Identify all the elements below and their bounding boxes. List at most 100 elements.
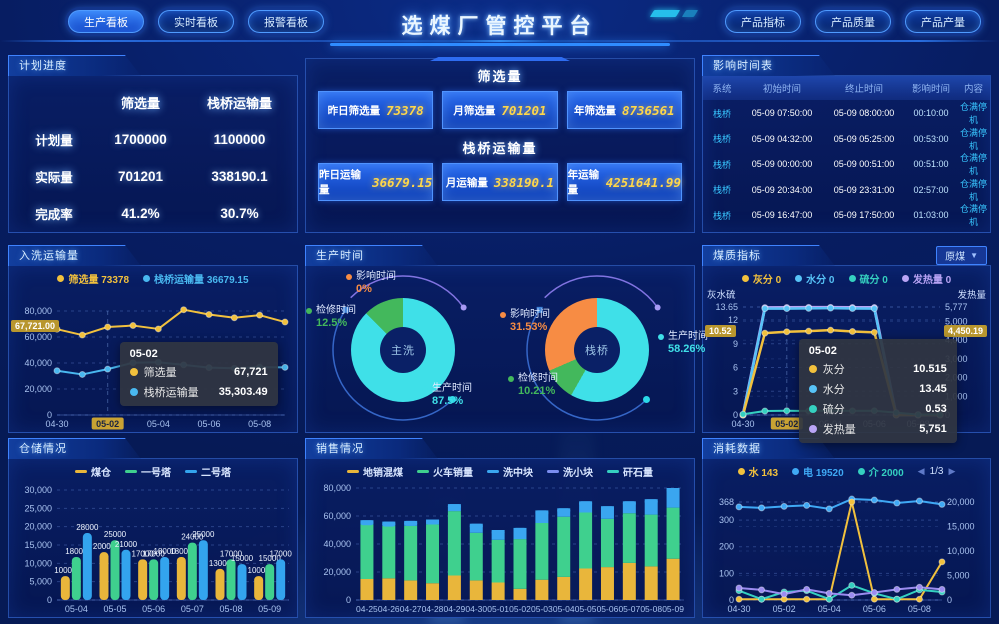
svg-text:5,000: 5,000 (947, 571, 970, 581)
svg-text:10,000: 10,000 (24, 558, 52, 568)
chart-tooltip: 05-02 灰分 10.515 水分 13.45 硫分 0.53 发热量 5,751 (798, 339, 957, 444)
stat-year-screening: 年筛选量 8736561 (566, 91, 682, 129)
svg-text:30,000: 30,000 (24, 485, 52, 495)
sales-stacked-chart[interactable]: 0 20,000 40,000 60,000 80,000 04-25 04-26 04-27… (308, 480, 692, 616)
donut-label-impact: 影响时间 31.53% (500, 308, 550, 334)
svg-text:05-06: 05-06 (863, 604, 886, 614)
panel-title: 销售情况 (316, 443, 364, 455)
storage-bar-chart[interactable]: 0 5,000 10,000 15,000 20,000 25,000 30,000 05-0… (11, 480, 295, 616)
axis-pointer-label: 4,450.19 (943, 324, 987, 337)
legend-marker-icon (547, 469, 559, 473)
nav-button-product-quality[interactable]: 产品质量 (815, 10, 891, 33)
table-row: 栈桥 05-09 00:00:00 05-09 00:51:00 00:51:00 仓满… (712, 153, 987, 176)
table-row: 栈桥 05-09 04:32:00 05-09 05:25:00 00:53:00 仓满… (712, 127, 987, 151)
legend-item[interactable]: 硫分 0 (848, 271, 888, 286)
stat-month-screening: 月筛选量 701201 (442, 91, 558, 129)
legend-item[interactable]: 电 19520 (792, 464, 844, 479)
stat-month-transport: 月运输量 338190.1 (442, 163, 558, 201)
svg-text:6: 6 (733, 363, 738, 373)
svg-text:5,777: 5,777 (945, 302, 968, 312)
legend-dot-icon (658, 333, 664, 340)
legend-item[interactable]: 一号塔 (125, 464, 171, 479)
svg-text:05-06: 05-06 (197, 419, 220, 429)
stat-row: 昨日筛选量 73378 月筛选量 701201 年筛选量 8736561 (318, 91, 682, 129)
panel-kpi-stats: 筛选量 昨日筛选量 73378 月筛选量 701201 年筛选量 8736561… (305, 57, 695, 233)
legend-item[interactable]: 水 143 (737, 464, 778, 479)
legend-marker-icon (185, 469, 197, 473)
donut-decor-arcs (526, 275, 661, 421)
nav-button-product-output[interactable]: 产品产量 (905, 10, 981, 33)
panel-title: 生产时间 (316, 250, 364, 262)
svg-text:0: 0 (47, 410, 52, 420)
panel-body: 煤仓 一号塔 二号塔 0 5,000 10,000 15,000 20,000 25,000 3… (8, 458, 298, 618)
legend-item[interactable]: 洗中块 (487, 464, 533, 479)
svg-text:04-28: 04-28 (422, 604, 444, 614)
legend-item[interactable]: 筛选量 73378 (57, 271, 129, 286)
panel-body: 水 143 电 19520 介 2000 ◀ 1/3 ▶ 0 100 200 300 368 0 5,… (702, 458, 991, 618)
donut-main-wash[interactable]: 主洗 影响时间 0% 检修时间 12.5% 生产时间 87.5% (306, 266, 500, 434)
header: 选煤厂管控平台 生产看板 实时看板 报警看板 产品指标 产品质量 产品产量 (0, 0, 999, 48)
impact-table-header: 系统 初始时间 终止时间 影响时间 内容 (703, 76, 990, 100)
svg-text:0: 0 (729, 595, 734, 605)
panel-body: 筛选量 栈桥运输量 计划量 1700000 1100000 实际量 701201… (8, 75, 298, 233)
svg-text:05-05: 05-05 (103, 604, 126, 614)
nav-button-realtime-board[interactable]: 实时看板 (158, 10, 234, 33)
panel-tab: 入洗运输量 (8, 245, 141, 266)
svg-text:60,000: 60,000 (24, 332, 52, 342)
legend-item[interactable]: 二号塔 (185, 464, 231, 479)
coal-type-dropdown[interactable]: 原煤 ▼ (936, 246, 987, 265)
nav-button-production-board[interactable]: 生产看板 (68, 10, 144, 33)
legend-prev-button[interactable]: ◀ (917, 465, 925, 476)
svg-text:100: 100 (719, 568, 734, 578)
legend-item[interactable]: 发热量 0 (901, 271, 951, 286)
legend-item[interactable]: 洗小块 (547, 464, 593, 479)
legend-item[interactable]: 灰分 0 (741, 271, 781, 286)
legend-marker-icon (607, 469, 619, 473)
legend-item[interactable]: 水分 0 (795, 271, 835, 286)
legend-item[interactable]: 栈桥运输量 36679.15 (143, 271, 249, 286)
svg-text:28000: 28000 (76, 523, 99, 532)
svg-text:9: 9 (733, 339, 738, 349)
nav-button-product-index[interactable]: 产品指标 (725, 10, 801, 33)
svg-text:05-07: 05-07 (618, 604, 640, 614)
panel-title: 计划进度 (19, 60, 67, 72)
legend-item[interactable]: 介 2000 (857, 464, 904, 479)
donut-trestle[interactable]: 栈桥 影响时间 31.53% 检修时间 10.21% 生产时间 58.26% (500, 266, 708, 434)
svg-text:0: 0 (47, 595, 52, 605)
nav-button-alarm-board[interactable]: 报警看板 (248, 10, 324, 33)
panel-plan-progress: 计划进度 筛选量 栈桥运输量 计划量 1700000 1100000 实际量 7… (8, 55, 298, 233)
svg-text:5,000: 5,000 (945, 317, 968, 327)
table-row: 实际量 701201 338190.1 (35, 169, 268, 185)
svg-text:25000: 25000 (192, 530, 215, 539)
donut-label-maintenance: 检修时间 12.5% (306, 304, 356, 330)
svg-text:17000: 17000 (220, 549, 243, 558)
wash-transport-chart[interactable]: 0 20,000 40,000 60,000 80,000 04-30 05-02 05-04… (11, 287, 295, 431)
panel-title: 消耗数据 (713, 443, 761, 455)
svg-text:15,000: 15,000 (24, 540, 52, 550)
legend-item[interactable]: 火车销量 (417, 464, 473, 479)
legend-next-button[interactable]: ▶ (948, 465, 956, 476)
svg-text:05-03: 05-03 (531, 604, 553, 614)
panel-tab: 销售情况 (305, 438, 438, 459)
legend-item[interactable]: 地销混煤 (347, 464, 403, 479)
svg-text:0: 0 (947, 595, 952, 605)
consumption-line-chart[interactable]: 0 100 200 300 368 0 5,000 10,000 15,000 20,000 04-… (705, 480, 988, 616)
stat-yesterday-transport: 昨日运输量 36679.15 (318, 163, 434, 201)
panel-body: 筛选量 昨日筛选量 73378 月筛选量 701201 年筛选量 8736561… (305, 57, 695, 233)
svg-text:17000: 17000 (143, 549, 166, 558)
coal-quality-chart[interactable]: 03691213.6501,0002,0003,0004,0005,0005,7… (705, 287, 988, 444)
svg-text:05-08: 05-08 (219, 604, 242, 614)
svg-text:04-26: 04-26 (378, 604, 400, 614)
legend-item[interactable]: 煤仓 (75, 464, 111, 479)
svg-text:5,000: 5,000 (29, 577, 52, 587)
legend-marker-icon (487, 469, 499, 473)
legend-pager: ◀ 1/3 ▶ (918, 466, 956, 477)
plan-col-screening: 筛选量 (120, 96, 160, 111)
svg-text:04-30: 04-30 (465, 604, 487, 614)
svg-text:05-07: 05-07 (181, 604, 204, 614)
legend-item[interactable]: 矸石量 (607, 464, 653, 479)
svg-text:05-02: 05-02 (775, 419, 798, 429)
chart-legend: 水 143 电 19520 介 2000 ◀ 1/3 ▶ (705, 462, 988, 480)
page-title: 选煤厂管控平台 (401, 15, 598, 38)
donut-center: 主洗 (380, 327, 426, 373)
